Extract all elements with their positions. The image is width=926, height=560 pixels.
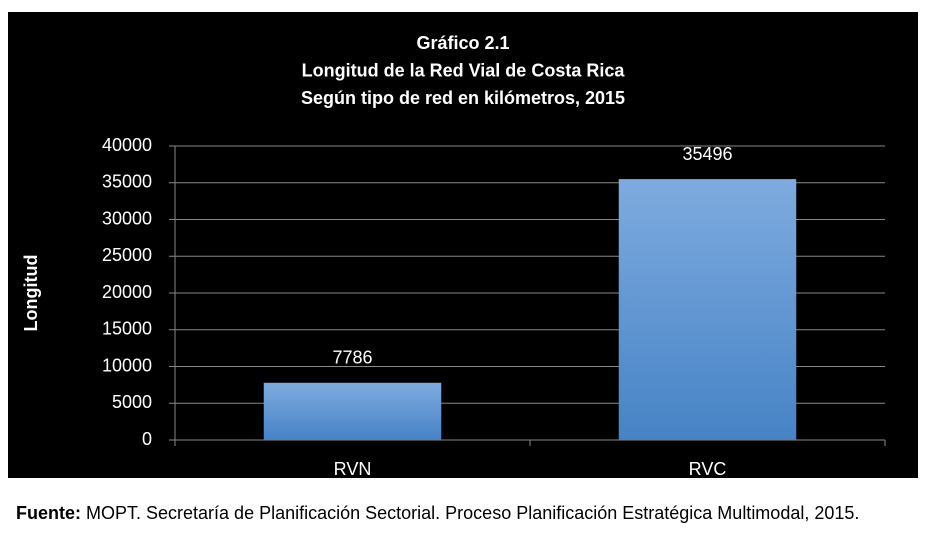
- chart: Longitud Gráfico 2.1 Longitud de la Red V…: [8, 12, 918, 479]
- y-tick-label: 25000: [102, 245, 152, 265]
- y-tick-label: 30000: [102, 208, 152, 228]
- source-note: Fuente: MOPT. Secretaría de Planificació…: [16, 500, 914, 527]
- y-tick-label: 5000: [112, 392, 152, 412]
- x-tick-label: RVC: [689, 459, 727, 479]
- source-text: MOPT. Secretaría de Planificación Sector…: [86, 503, 860, 523]
- y-tick-label: 40000: [102, 135, 152, 155]
- bar: [263, 382, 442, 440]
- y-tick-label: 10000: [102, 355, 152, 375]
- data-label: 7786: [332, 348, 372, 368]
- y-tick-label: 35000: [102, 172, 152, 192]
- chart-title: Longitud de la Red Vial de Costa Rica: [302, 60, 626, 80]
- y-tick-label: 20000: [102, 282, 152, 302]
- y-axis-label: Longitud: [21, 255, 41, 332]
- chart-title: Según tipo de red en kilómetros, 2015: [301, 88, 625, 108]
- chart-title: Gráfico 2.1: [416, 33, 509, 53]
- data-label: 35496: [682, 144, 732, 164]
- y-tick-label: 0: [142, 429, 152, 449]
- y-tick-label: 15000: [102, 319, 152, 339]
- source-label: Fuente:: [16, 503, 81, 523]
- bar: [618, 179, 797, 440]
- x-tick-label: RVN: [334, 459, 372, 479]
